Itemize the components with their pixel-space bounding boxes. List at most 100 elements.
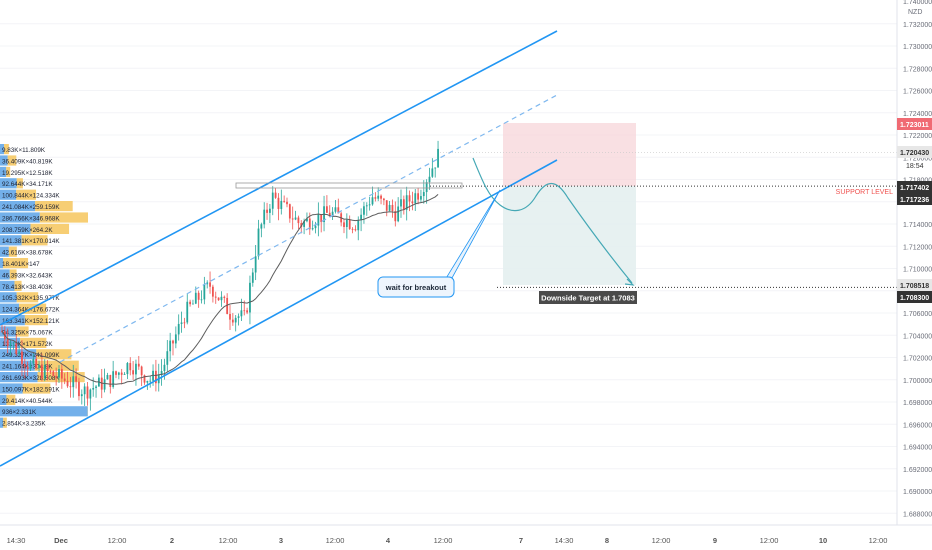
callout-text: wait for breakout: [385, 283, 447, 292]
candle-body: [212, 286, 214, 297]
candle-body: [126, 363, 129, 375]
y-tick-label: 1.730000: [903, 44, 932, 51]
candle-body: [371, 197, 374, 205]
moving-average-line[interactable]: [1, 194, 439, 385]
candle-body: [155, 370, 157, 384]
candle-body: [32, 358, 35, 364]
stop-loss-zone[interactable]: [503, 123, 636, 187]
candle-body: [397, 206, 400, 222]
volume-bar-sell: [4, 144, 9, 155]
candle-body: [166, 351, 169, 365]
volume-label: 92.644K×34.171K: [2, 181, 53, 188]
candle-body: [351, 228, 354, 230]
candle-body: [254, 256, 257, 273]
candle-body: [348, 219, 351, 229]
candle-body: [103, 379, 106, 390]
candle-body: [9, 343, 12, 346]
candle-body: [200, 299, 203, 301]
candle-body: [434, 167, 437, 169]
volume-bar-buy: [0, 258, 4, 269]
candle-body: [414, 193, 417, 204]
candle-body: [46, 365, 49, 372]
candle-body: [58, 369, 60, 378]
x-tick-label: Dec: [54, 536, 68, 545]
candle-body: [343, 222, 345, 227]
position-zones[interactable]: [503, 123, 636, 285]
candle-body: [177, 323, 180, 335]
candle-body: [189, 301, 191, 305]
candle-body: [328, 212, 331, 217]
volume-label: 18.401K×147: [2, 261, 40, 268]
volume-bar-sell: [39, 212, 88, 223]
candle-body: [428, 176, 431, 183]
candle-body: [109, 375, 112, 387]
volume-bar-sell: [9, 269, 17, 280]
candle-body: [360, 214, 362, 221]
candle-body: [89, 389, 92, 399]
price-tag-support-1-bg: [897, 181, 932, 193]
candle-body: [357, 220, 360, 231]
volume-bar-buy: [0, 166, 7, 177]
candle-body: [66, 380, 69, 387]
volume-label: 131.3K×171.572K: [2, 341, 53, 348]
candle-body: [388, 204, 391, 211]
volume-bar-buy: [0, 417, 4, 428]
candle-body: [183, 322, 186, 324]
candle-body: [391, 204, 394, 212]
channel-mid-line[interactable]: [59, 94, 558, 363]
projection-path[interactable]: [472, 157, 633, 284]
candle-body: [280, 200, 283, 209]
channel-lower-line[interactable]: [0, 159, 558, 467]
volume-label: 94.325K×75.067K: [2, 329, 53, 336]
volume-label: 42.616K×38.678K: [2, 250, 53, 257]
volume-bar-sell: [15, 326, 29, 337]
drawings[interactable]: [0, 30, 897, 467]
candle-body: [291, 218, 294, 220]
candle-body: [78, 381, 80, 397]
candle-body: [417, 193, 419, 200]
take-profit-zone[interactable]: [503, 186, 636, 285]
candle-body: [55, 375, 58, 378]
candle-body: [437, 148, 439, 168]
y-tick-label: 1.702000: [903, 356, 932, 363]
candle-body: [83, 386, 86, 395]
projection-arrow-icon: [624, 278, 635, 286]
candle-body: [106, 375, 109, 380]
price-axis[interactable]: 1.740000 1.732000 1.730000 1.728000 1.726000…: [896, 0, 932, 525]
volume-label: 286.766K×346.968K: [2, 215, 60, 222]
candle-body: [334, 207, 337, 212]
candle-body: [402, 199, 405, 210]
candle-body: [15, 342, 18, 354]
candle-body: [240, 310, 243, 317]
candle-body: [274, 192, 277, 198]
candle-body: [226, 297, 229, 314]
y-tick-label: 1.696000: [903, 422, 932, 429]
candle-body: [260, 224, 263, 229]
candle-body: [300, 223, 303, 227]
candle-body: [69, 386, 72, 388]
volume-bar-buy: [0, 235, 22, 246]
candle-body: [354, 229, 357, 231]
support-box[interactable]: [235, 182, 463, 189]
volume-label: 261.693K×328.608K: [2, 375, 60, 382]
candle-body: [306, 218, 308, 222]
volume-bar-buy: [0, 315, 25, 326]
candle-body: [23, 364, 26, 367]
candle-body: [6, 339, 9, 346]
candle-body: [363, 206, 365, 215]
candle-body: [420, 196, 422, 200]
candle-body: [234, 317, 237, 323]
candle-body: [120, 372, 123, 375]
y-tick-label: 1.704000: [903, 333, 932, 340]
candle-body: [271, 192, 274, 209]
candle-body: [146, 381, 149, 383]
x-tick-label: 12:00: [219, 536, 238, 545]
price-tag-target-2: 1.708300: [900, 295, 929, 302]
candle-body: [220, 296, 223, 301]
channel-upper-line[interactable]: [0, 30, 558, 326]
time-axis[interactable]: 14:30 Dec 12:00 2 12:00 3 12:00 4 12:00 7 14:30 8 12…: [0, 524, 932, 545]
volume-label: 2.854K×3.235K: [2, 421, 46, 428]
candle-body: [115, 371, 117, 375]
